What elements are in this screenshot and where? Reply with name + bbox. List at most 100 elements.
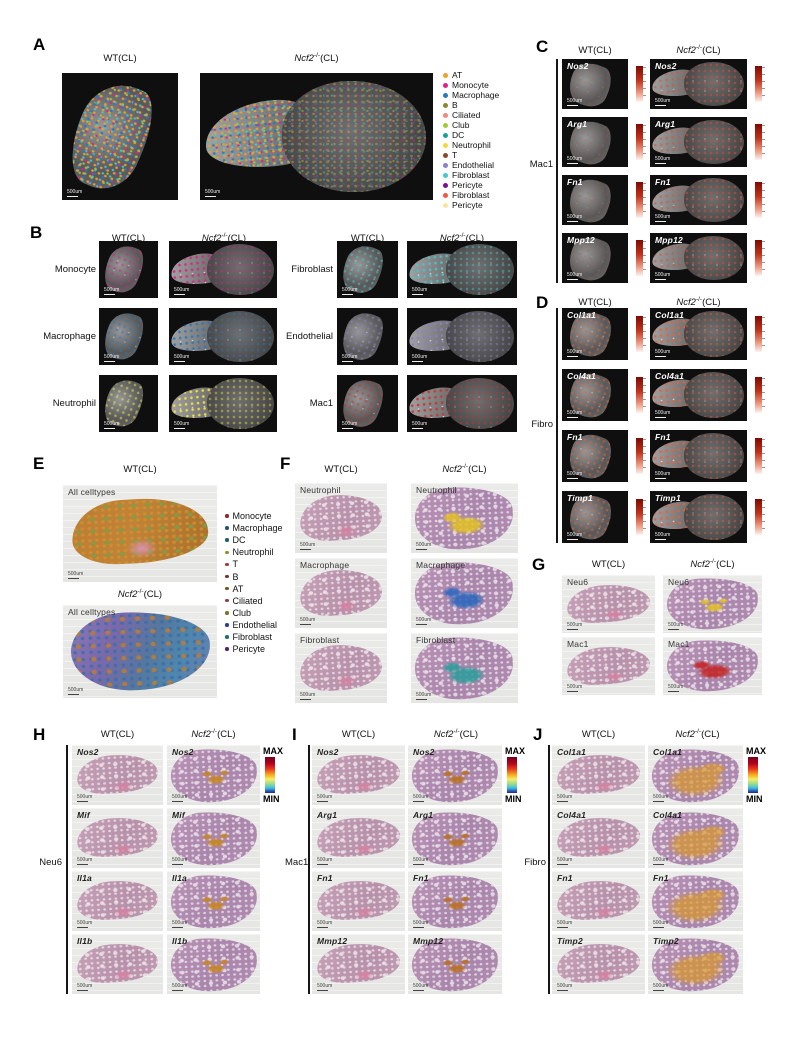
scale-bar-line: [317, 801, 328, 802]
legend-item: Club: [443, 120, 499, 130]
tissue-section: [555, 878, 641, 923]
scale-bar: 500um: [77, 984, 92, 991]
legend-item: Ciliated: [443, 110, 499, 120]
legend-item: Pericyte: [225, 643, 283, 655]
tissue-image-ko: Col4a1 500um: [650, 369, 747, 421]
tissue-image-wt: Fibroblast 500um: [295, 633, 387, 703]
scale-bar-line: [342, 428, 353, 429]
legend-label: Monocyte: [452, 80, 489, 90]
column-header-ncf2: Ncf2-/-(CL): [650, 296, 747, 308]
scale-bar-line: [174, 294, 185, 295]
legend-dot: [225, 538, 229, 542]
scale-bar-label: 500um: [655, 98, 671, 104]
scale-bar-label: 500um: [172, 857, 188, 863]
scale-bar-line: [104, 361, 115, 362]
panel-label-b: B: [30, 223, 43, 242]
gene-row: Fn1 500um Fn1 500um: [312, 871, 502, 931]
scale-bar-label: 500um: [416, 542, 432, 548]
scale-bar: 500um: [413, 984, 428, 991]
scale-bar-label: 500um: [77, 983, 93, 989]
scale-bar: 500um: [172, 795, 187, 802]
ncf2-gene-name: Ncf2: [439, 233, 460, 244]
scale-bar: 500um: [317, 858, 332, 865]
scale-bar-line: [77, 864, 88, 865]
scale-bar-line: [655, 356, 666, 357]
panel-label-d: D: [536, 293, 549, 312]
scale-bar: 500um: [172, 984, 187, 991]
tissue-image-ko: Timp1 500um: [650, 491, 747, 543]
scale-bar-label: 500um: [567, 98, 583, 104]
scale-bar-label: 500um: [300, 542, 316, 548]
scale-bar-label: 500um: [300, 617, 316, 623]
scale-bar-label: 500um: [317, 983, 333, 989]
scale-bar-label: 500um: [104, 421, 120, 427]
all-celltypes-map: All celltypes 500um: [63, 485, 217, 582]
scale-bar: 500um: [342, 355, 357, 362]
panel-bracket-line: [548, 745, 550, 994]
legend-dot: [443, 142, 448, 148]
alveoli-texture: [315, 752, 401, 797]
scale-bar: 500um: [172, 858, 187, 865]
gene-row: Fn1 500um Fn1 500um: [552, 871, 743, 931]
scale-bar-label: 500um: [77, 794, 93, 800]
panel-i-grid: Nos2 500um Nos2 500um Arg1 500um Arg1 500um Fn1 5…: [312, 745, 502, 994]
row-label: Neutrophil: [52, 398, 96, 409]
scale-bar-label: 500um: [655, 349, 671, 355]
legend-label: DC: [232, 535, 246, 546]
scale-bar-label: 500um: [205, 189, 221, 195]
tissue-row: Neutrophil 500um 500um: [31, 375, 277, 432]
tissue-image-ko: 500um: [169, 308, 277, 365]
tissue-image-ncf2: Arg1 500um: [408, 808, 502, 868]
legend-dot: [225, 526, 229, 530]
alveoli-texture: [555, 815, 641, 860]
legend-item: T: [225, 558, 283, 570]
tile-gene-label: Fn1: [567, 177, 583, 187]
scale-bar-line: [300, 549, 311, 550]
scale-bar: 500um: [174, 288, 189, 295]
row-label: Monocyte: [54, 264, 96, 275]
tile-label: Mac1: [567, 639, 589, 649]
intensity-colorbar-red: [755, 124, 765, 160]
scale-bar: 500um: [104, 288, 119, 295]
tile-label: Mmp12: [317, 936, 348, 946]
column-header-wt: WT(CL): [123, 464, 157, 475]
scale-bar: 500um: [68, 572, 83, 579]
gene-row: Mmp12 500um Mmp12 500um: [312, 934, 502, 994]
column-header-wt: WT(CL): [581, 729, 616, 740]
panel-label-a: A: [33, 35, 46, 54]
scale-bar-line: [416, 624, 427, 625]
colorbar-min-label: MIN: [746, 794, 763, 804]
tissue-section: [555, 752, 641, 797]
alveoli-texture: [75, 941, 159, 986]
alveoli-texture: [315, 878, 401, 923]
scale-bar-label: 500um: [567, 156, 583, 162]
tissue-section: [298, 567, 383, 618]
scale-bar-line: [557, 864, 568, 865]
tissue-row: Mac1 500um 500um: [235, 375, 517, 432]
legend-item: T: [443, 150, 499, 160]
tile-label: Fibroblast: [416, 635, 456, 645]
lesion-mass: [281, 80, 427, 193]
scale-bar-line: [77, 801, 88, 802]
tissue-image-wt: Macrophage 500um: [295, 558, 387, 628]
ncf2-header-suffix: (CL): [716, 559, 735, 570]
panel-a-images: 500um 500um: [62, 73, 433, 200]
legend-item: Neutrophil: [225, 546, 283, 558]
panel-e: E WT(CL) All celltypes 500um Ncf2-/-(CL) …: [30, 450, 300, 710]
panel-d: D WT(CL) Ncf2-/-(CL) Fibro Col1a1 500um Co…: [525, 292, 800, 550]
rainbow-colorbar: [748, 757, 758, 793]
scale-bar-line: [413, 864, 424, 865]
tile-gene-label: Nos2: [567, 61, 589, 71]
tissue-image-wt: Arg1 500um: [312, 808, 405, 868]
tissue-image-ko: 500um: [407, 308, 517, 365]
intensity-colorbar-red: [755, 316, 765, 352]
alveoli-texture: [75, 815, 159, 860]
ncf2-gene-name: Ncf2: [433, 729, 454, 740]
gene-row: Arg1 500um Arg1 500um: [312, 808, 502, 868]
scale-bar-line: [416, 549, 427, 550]
scale-bar: 500um: [412, 355, 427, 362]
legend-item: Neutrophil: [443, 140, 499, 150]
alveoli-texture: [565, 644, 651, 687]
scale-bar-line: [668, 691, 679, 692]
column-header-ncf2: Ncf2-/-(CL): [170, 232, 278, 244]
